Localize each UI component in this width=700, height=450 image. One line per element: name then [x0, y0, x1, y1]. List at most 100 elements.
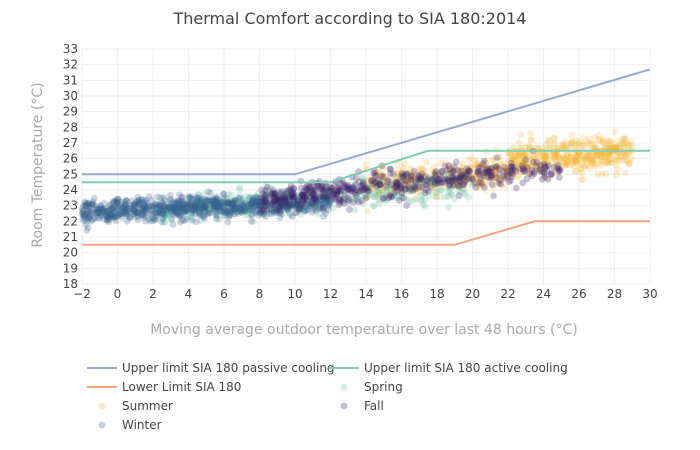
scatter-point	[393, 183, 400, 191]
scatter-point	[365, 179, 373, 186]
scatter-point	[263, 191, 271, 198]
legend-item[interactable]: Summer	[98, 399, 173, 413]
legend-item[interactable]: Upper limit SIA 180 active cooling	[329, 361, 568, 375]
scatter-point	[185, 202, 193, 209]
scatter-point	[495, 165, 503, 173]
scatter-point	[489, 168, 497, 176]
scatter-point	[436, 176, 443, 184]
scatter-point	[247, 200, 255, 208]
scatter-point	[393, 187, 401, 195]
scatter-point	[487, 174, 495, 182]
scatter-point	[488, 156, 496, 164]
scatter-point	[219, 208, 226, 216]
scatter-point	[213, 193, 221, 201]
scatter-point	[311, 194, 319, 202]
scatter-point	[110, 204, 118, 211]
scatter-point	[185, 205, 192, 213]
legend-item[interactable]: Fall	[340, 399, 384, 413]
scatter-point	[621, 135, 629, 142]
scatter-point	[481, 186, 489, 194]
scatter-point	[232, 197, 240, 205]
scatter-point	[138, 204, 146, 212]
scatter-point	[213, 197, 220, 205]
scatter-point	[116, 212, 123, 219]
scatter-point	[286, 200, 294, 208]
scatter-point	[283, 189, 291, 197]
scatter-point	[551, 150, 559, 158]
y-tick-label: 24	[63, 183, 78, 197]
scatter-point	[254, 207, 262, 215]
scatter-point	[186, 200, 193, 208]
scatter-point	[406, 185, 413, 193]
scatter-point	[156, 205, 164, 213]
scatter-point	[256, 198, 264, 206]
scatter-point	[203, 210, 211, 217]
scatter-point	[304, 206, 312, 214]
scatter-point	[204, 195, 212, 203]
scatter-point	[455, 179, 463, 187]
scatter-point	[374, 187, 382, 194]
scatter-point	[246, 195, 254, 203]
scatter-point	[267, 210, 275, 218]
scatter-point	[333, 191, 341, 199]
scatter-point	[287, 185, 295, 193]
scatter-point	[179, 208, 187, 216]
legend-item[interactable]: Winter	[98, 418, 162, 432]
scatter-point	[401, 174, 409, 182]
scatter-point	[618, 140, 625, 148]
scatter-point	[274, 198, 282, 206]
scatter-point	[527, 129, 534, 137]
scatter-point	[313, 199, 321, 206]
scatter-point	[503, 165, 511, 173]
scatter-point	[586, 154, 593, 162]
scatter-point	[450, 168, 457, 176]
scatter-point	[320, 193, 327, 200]
scatter-point	[193, 198, 201, 206]
scatter-point	[318, 193, 326, 201]
scatter-point	[468, 182, 476, 189]
scatter-point	[530, 170, 538, 177]
scatter-point	[423, 159, 430, 166]
scatter-point	[360, 182, 368, 189]
scatter-point	[550, 163, 558, 171]
scatter-point	[485, 167, 493, 175]
scatter-point	[197, 206, 205, 213]
scatter-point	[572, 157, 579, 164]
scatter-point	[507, 150, 514, 158]
scatter-point	[613, 171, 620, 179]
scatter-point	[212, 199, 220, 207]
scatter-point	[232, 200, 239, 207]
scatter-point	[318, 196, 326, 204]
scatter-point	[343, 185, 351, 192]
scatter-point	[416, 178, 424, 186]
scatter-point	[182, 208, 190, 216]
scatter-point	[619, 135, 626, 143]
scatter-point	[366, 190, 374, 198]
scatter-point	[618, 153, 625, 161]
scatter-point	[572, 153, 579, 161]
scatter-point	[287, 182, 295, 189]
scatter-point	[373, 186, 381, 194]
scatter-point	[373, 180, 381, 188]
scatter-point	[207, 209, 214, 217]
scatter-point	[272, 206, 280, 214]
scatter-point	[511, 152, 519, 160]
scatter-point	[387, 180, 394, 188]
scatter-point	[569, 158, 577, 165]
scatter-point	[208, 200, 215, 208]
scatter-point	[193, 200, 200, 208]
scatter-point	[102, 211, 110, 219]
legend-item[interactable]: Lower Limit SIA 180	[87, 380, 241, 394]
scatter-point	[87, 208, 95, 216]
scatter-point	[464, 175, 472, 183]
scatter-point	[109, 199, 117, 207]
scatter-point	[436, 178, 444, 186]
legend-item[interactable]: Upper limit SIA 180 passive cooling	[87, 361, 335, 375]
legend-item[interactable]: Spring	[340, 380, 403, 394]
scatter-point	[268, 189, 276, 197]
scatter-point	[154, 209, 162, 217]
scatter-point	[342, 190, 349, 198]
scatter-point	[522, 156, 530, 164]
scatter-point	[319, 193, 327, 200]
scatter-point	[260, 208, 268, 216]
